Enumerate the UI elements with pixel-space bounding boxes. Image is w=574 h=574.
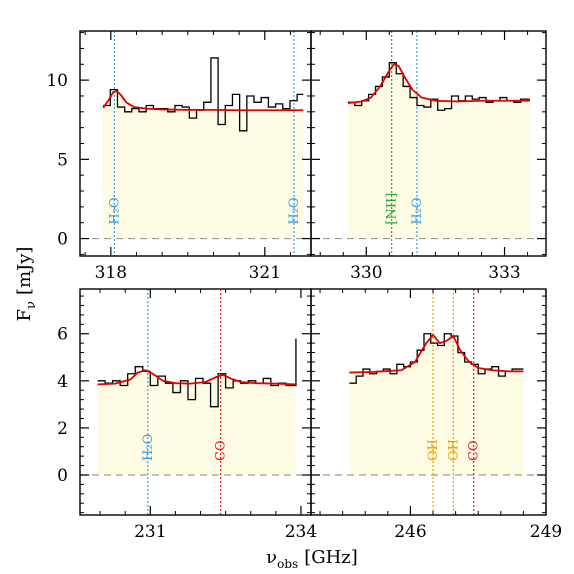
x-axis-label-main: ν (266, 547, 277, 568)
y-axis-label-sub: ν (24, 301, 39, 309)
x-tick-label: 333 (488, 263, 520, 283)
continuum-fill (103, 91, 304, 239)
panel-plot-area (80, 31, 311, 256)
panel-plot-area (311, 31, 546, 256)
y-axis-label: Fν [mJy] (14, 247, 39, 322)
line-label-h2o: H₂O (141, 434, 156, 461)
x-axis-label: νobs [GHz] (266, 547, 358, 571)
panel-top-right: [NII] H₂O 330 333 (310, 30, 547, 283)
panels-group: H₂O H₂O 318 321 0 5 10 [NII] H₂O 330 333 H₂O CO 231 23… (46, 30, 562, 542)
panel-frame (310, 288, 547, 516)
y-tick-label: 5 (57, 150, 68, 170)
y-tick-label: 0 (57, 230, 68, 250)
panel-bottom-left: H₂O CO 231 234 0 2 4 6 (57, 288, 317, 542)
x-tick-label: 330 (350, 263, 382, 283)
x-tick-label: 246 (394, 522, 426, 542)
y-tick-label: 2 (57, 419, 68, 439)
spectrum-histogram (97, 338, 297, 408)
line-label-co: CO (214, 440, 229, 461)
spectrum-histogram (103, 57, 304, 132)
svg-text:Fν[mJy]: Fν [mJy] (14, 247, 39, 322)
y-axis-label-main: F (14, 309, 35, 322)
svg-text:νobs[GHz]: νobs [GHz] (266, 547, 358, 571)
x-tick-label: 234 (285, 522, 317, 542)
x-tick-label: 318 (95, 263, 127, 283)
line-label-oh: OH (446, 439, 461, 461)
line-label-co: CO (467, 440, 482, 461)
continuum-fill (349, 334, 524, 475)
x-tick-label: 231 (134, 522, 166, 542)
y-axis-label-unit: [mJy] (14, 247, 35, 296)
x-tick-label: 321 (249, 263, 281, 283)
continuum-fill (97, 370, 296, 475)
panel-plot-area (311, 289, 546, 515)
line-label-h2o: H₂O (107, 197, 122, 224)
panel-bottom-right: OH OH CO 246 249 (310, 288, 562, 542)
panel-top-left: H₂O H₂O 318 321 0 5 10 (46, 30, 312, 283)
line-label-h2o: H₂O (287, 197, 302, 224)
x-tick-label: 249 (530, 522, 562, 542)
line-label-nii: [NII] (385, 193, 400, 225)
x-axis-label-sub: obs (277, 557, 298, 571)
y-tick-label: 10 (46, 71, 68, 91)
y-tick-label: 0 (57, 466, 68, 486)
panel-plot-area (80, 289, 311, 515)
y-tick-label: 4 (57, 372, 68, 392)
model-fit-line (349, 334, 524, 374)
model-fit-line (97, 369, 296, 386)
line-label-oh: OH (426, 439, 441, 461)
continuum-fill (347, 64, 530, 239)
y-tick-label: 6 (57, 325, 68, 345)
x-axis-label-unit: [GHz] (304, 547, 358, 568)
model-fit-line (102, 90, 304, 112)
model-fit-line (347, 63, 530, 104)
line-label-h2o: H₂O (410, 197, 425, 224)
